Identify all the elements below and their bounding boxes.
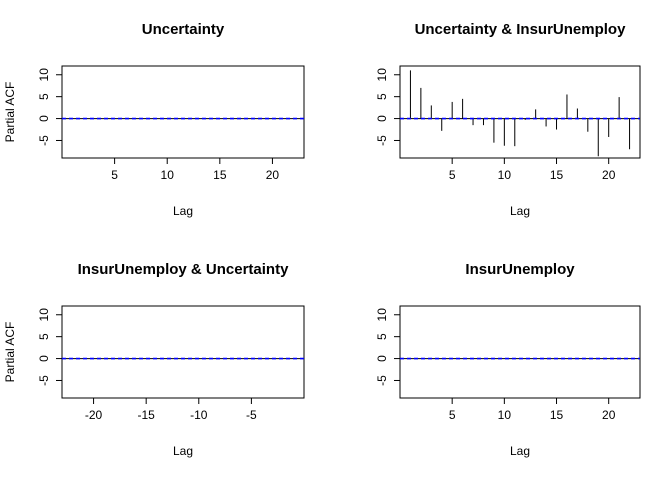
panel3-x-tick-label: -5 xyxy=(246,408,257,422)
panel1-y-tick-label: 0 xyxy=(37,115,51,122)
panel3-y-tick-label: 5 xyxy=(37,333,51,340)
panel4-plot-frame xyxy=(399,305,641,399)
panel3-x-tick-label: -10 xyxy=(190,408,208,422)
panel1-x-tick-label: 15 xyxy=(213,168,227,182)
panel1-plot-frame xyxy=(61,65,305,159)
panel3-y-axis-label: Partial ACF xyxy=(3,322,17,383)
panel2-x-tick-label: 5 xyxy=(449,168,456,182)
panel4-x-tick-label: 20 xyxy=(602,408,616,422)
panel4-x-tick-label: 10 xyxy=(498,408,512,422)
panel4-y-tick-label: 10 xyxy=(375,308,389,322)
panel3-y-tick-label: 0 xyxy=(37,355,51,362)
panel3-x-tick-label: -20 xyxy=(85,408,103,422)
panel4-x-tick-label: 15 xyxy=(550,408,564,422)
panel3-y-tick-label: 10 xyxy=(37,308,51,322)
panel4-title: InsurUnemploy xyxy=(465,261,575,278)
panel4-x-tick-label: 5 xyxy=(449,408,456,422)
panel1-x-tick-label: 20 xyxy=(266,168,280,182)
panel2-x-tick-label: 15 xyxy=(550,168,564,182)
panel4-y-tick-label: 5 xyxy=(375,333,389,340)
panel3-x-tick-label: -15 xyxy=(138,408,156,422)
panel1-y-axis-label: Partial ACF xyxy=(3,82,17,143)
panel3-y-tick-label: -5 xyxy=(37,375,51,386)
panel1-x-axis-label: Lag xyxy=(173,204,193,218)
panel1-y-tick-label: 5 xyxy=(37,93,51,100)
panel1-title: Uncertainty xyxy=(142,21,225,38)
panel2-y-tick-label: 10 xyxy=(375,68,389,82)
panel3-title: InsurUnemploy & Uncertainty xyxy=(78,261,290,278)
panel2-x-tick-label: 10 xyxy=(498,168,512,182)
panel2-title: Uncertainty & InsurUnemploy xyxy=(415,21,627,38)
panel4-y-tick-label: -5 xyxy=(375,375,389,386)
panel2-x-tick-label: 20 xyxy=(602,168,616,182)
panel2-plot-frame xyxy=(399,65,641,159)
panel2-y-tick-label: -5 xyxy=(375,135,389,146)
panel2-y-tick-label: 5 xyxy=(375,93,389,100)
panel2-x-axis-label: Lag xyxy=(510,204,530,218)
panel1-y-tick-label: -5 xyxy=(37,135,51,146)
panel1-y-tick-label: 10 xyxy=(37,68,51,82)
panel4-x-axis-label: Lag xyxy=(510,444,530,458)
panel3-plot-frame xyxy=(61,305,305,399)
panel1-x-tick-label: 10 xyxy=(161,168,175,182)
panel1-x-tick-label: 5 xyxy=(111,168,118,182)
panel2-y-tick-label: 0 xyxy=(375,115,389,122)
panel4-y-tick-label: 0 xyxy=(375,355,389,362)
panel3-x-axis-label: Lag xyxy=(173,444,193,458)
